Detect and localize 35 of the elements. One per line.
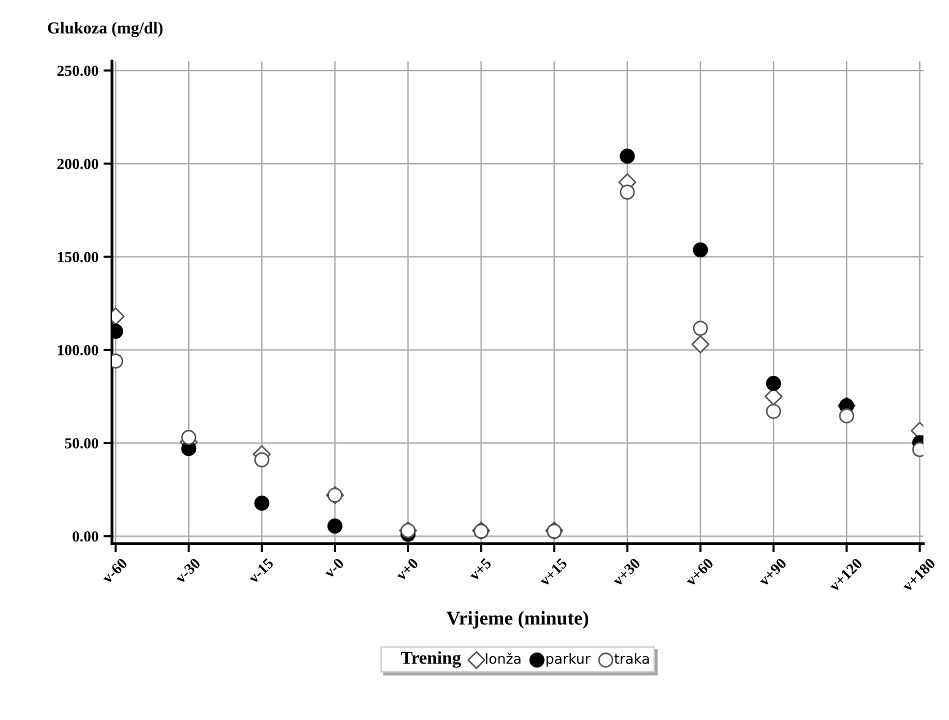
- y-tick-label: 200.00: [57, 158, 98, 170]
- x-tick-label: v-30: [174, 558, 201, 584]
- point: [692, 242, 708, 258]
- x-tick-label: v+90: [758, 558, 787, 587]
- point: [766, 404, 782, 419]
- x-tick-label: v-15: [247, 558, 274, 584]
- point: [620, 148, 635, 164]
- point: [839, 408, 854, 424]
- point: [692, 320, 708, 336]
- legend-title: Trening: [400, 651, 461, 668]
- legend-label: parkur: [546, 653, 590, 667]
- x-tick-label: v+5: [468, 558, 492, 582]
- point: [620, 184, 635, 200]
- y-tick-label: 0.00: [72, 531, 98, 542]
- y-tick-label: 100.00: [58, 345, 98, 356]
- point: [181, 430, 196, 445]
- point: [691, 335, 710, 354]
- y-axis-title: Glukoza (mg/dl): [48, 22, 163, 38]
- legend-label: traka: [614, 653, 649, 664]
- x-tick-label: v+60: [684, 558, 714, 587]
- point: [400, 523, 416, 538]
- y-tick-label: 150.00: [58, 252, 98, 262]
- point: [327, 488, 342, 503]
- x-tick-label: v+0: [394, 558, 419, 582]
- point: [254, 496, 270, 511]
- x-tick-label: v-0: [323, 558, 344, 579]
- x-axis-title: Vrijeme (minute): [446, 611, 588, 629]
- x-tick-label: v-60: [101, 558, 128, 584]
- point: [254, 452, 270, 468]
- y-tick-label: 50.00: [65, 438, 98, 449]
- point: [327, 518, 342, 534]
- point: [766, 376, 782, 391]
- y-tick-label: 250.00: [57, 66, 98, 76]
- legend-label: lonža: [486, 652, 520, 664]
- x-tick-label: v+30: [612, 558, 641, 587]
